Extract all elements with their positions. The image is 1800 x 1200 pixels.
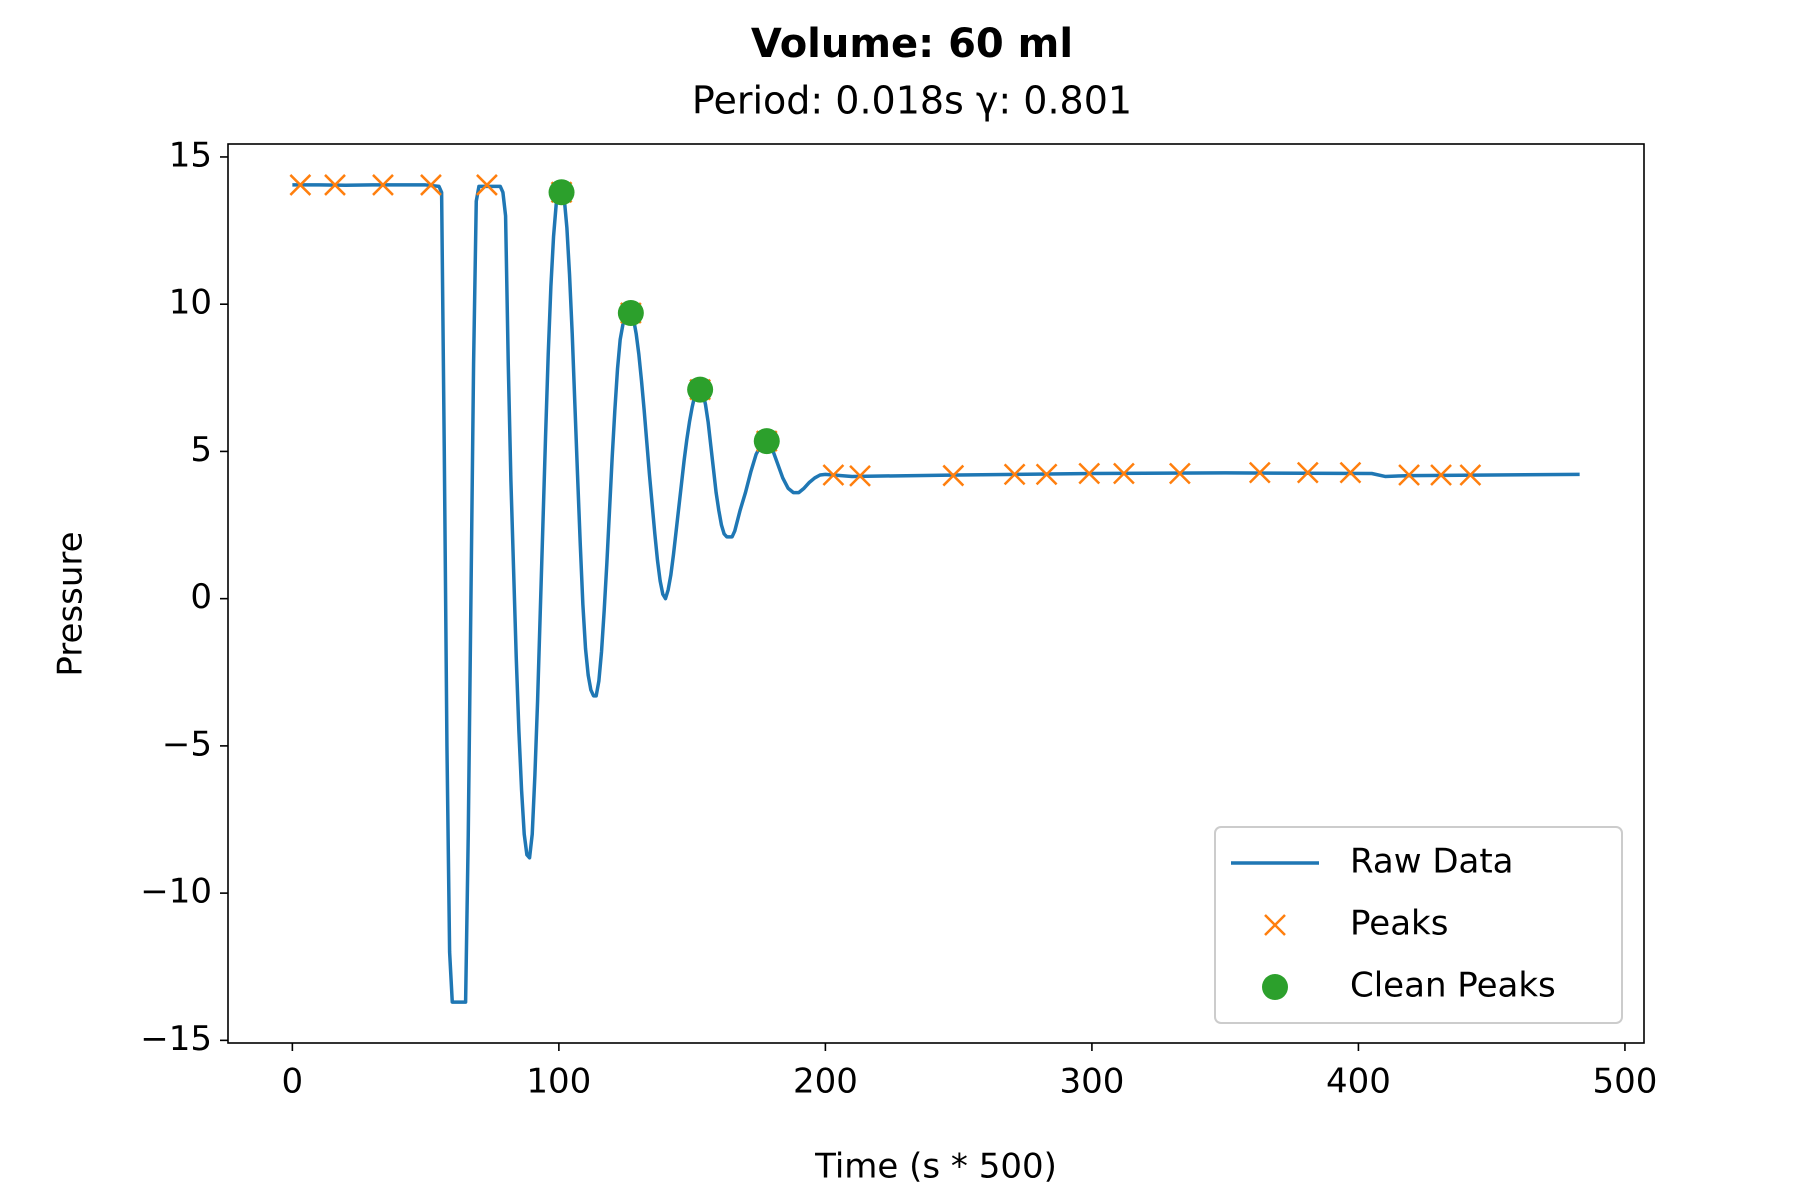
- x-tick-label: 200: [793, 1062, 858, 1102]
- peak-marker: [1003, 463, 1026, 486]
- peak-marker: [942, 464, 965, 487]
- peak-marker: [289, 174, 312, 196]
- peak-marker: [1168, 462, 1191, 485]
- legend-swatch: [1264, 914, 1286, 936]
- peak-marker: [1430, 464, 1452, 486]
- x-tick-label: 0: [282, 1062, 304, 1102]
- legend-box: [1214, 826, 1623, 1024]
- clean-peak-marker: [687, 376, 714, 403]
- peak-marker: [1248, 461, 1271, 484]
- peak-marker: [1296, 461, 1319, 484]
- chart-subtitle: Period: 0.018s γ: 0.801: [692, 79, 1132, 123]
- y-axis-label: Pressure: [51, 531, 91, 676]
- peak-marker: [822, 464, 845, 486]
- peak-marker: [1113, 462, 1135, 485]
- peak-marker: [1459, 464, 1482, 486]
- y-tick-label: −15: [140, 1019, 212, 1059]
- clean-peak-marker: [617, 300, 644, 327]
- peak-marker: [1078, 462, 1101, 485]
- y-tick-label: 10: [169, 283, 212, 323]
- clean-peak-marker: [753, 428, 780, 455]
- legend-swatch: [1262, 974, 1288, 1000]
- y-tick-label: −10: [140, 872, 212, 912]
- peak-marker: [849, 464, 871, 487]
- peak-marker: [1035, 463, 1058, 486]
- x-tick-label: 300: [1059, 1062, 1124, 1102]
- peak-marker: [1398, 464, 1420, 486]
- y-tick-label: 15: [169, 135, 212, 175]
- legend-label: Raw Data: [1350, 842, 1514, 882]
- y-tick-label: −5: [162, 724, 212, 764]
- peak-marker: [1339, 461, 1362, 484]
- y-tick-label: 0: [190, 577, 212, 617]
- legend-label: Peaks: [1350, 904, 1448, 944]
- clean-peak-marker: [548, 179, 575, 206]
- x-tick-label: 400: [1326, 1062, 1391, 1102]
- peak-marker: [476, 174, 498, 196]
- chart-title: Volume: 60 ml: [751, 21, 1073, 67]
- x-tick-label: 500: [1592, 1062, 1657, 1102]
- legend-label: Clean Peaks: [1350, 966, 1556, 1006]
- peak-marker: [372, 174, 394, 196]
- x-axis-label: Time (s * 500): [814, 1147, 1057, 1187]
- peak-marker: [324, 174, 346, 196]
- x-tick-label: 100: [526, 1062, 591, 1102]
- y-tick-label: 5: [190, 430, 212, 470]
- plot-frame: [227, 143, 1645, 1044]
- peak-marker: [420, 174, 442, 196]
